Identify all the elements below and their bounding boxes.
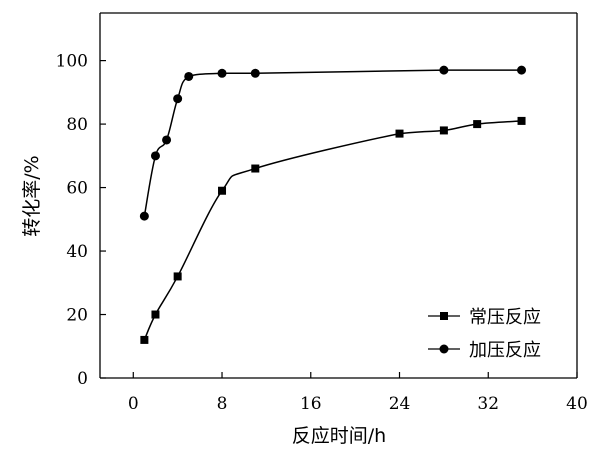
series-0-point-5 [395, 129, 404, 138]
x-tick-label-2: 16 [300, 394, 322, 414]
series-1-point-6 [250, 68, 260, 78]
y-tick-label-4: 80 [66, 115, 88, 135]
series-layer [139, 65, 527, 344]
x-tick-label-0: 0 [128, 394, 139, 414]
series-0-point-0 [140, 335, 149, 344]
x-ticks: 0 8 16 24 32 40 [128, 372, 588, 414]
x-tick-label-3: 24 [389, 394, 411, 414]
x-axis-label: 反应时间/h [292, 425, 386, 447]
legend-marker-0 [440, 312, 448, 320]
series-1-point-1 [150, 151, 160, 161]
y-tick-label-1: 20 [66, 306, 88, 326]
y-tick-label-3: 60 [66, 179, 88, 199]
plot-frame [99, 12, 578, 379]
x-tick-label-5: 40 [566, 394, 588, 414]
legend-item-0: 常压反应 [428, 307, 541, 328]
series-0-point-2 [173, 272, 182, 281]
series-0-point-4 [251, 164, 260, 173]
series-1-point-0 [139, 211, 149, 221]
legend-marker-1 [439, 344, 449, 354]
series-0-point-1 [151, 310, 160, 319]
y-tick-label-2: 40 [66, 242, 88, 262]
series-1-point-7 [439, 65, 449, 75]
series-0-point-3 [218, 186, 227, 195]
series-0 [140, 116, 526, 344]
legend-item-1: 加压反应 [428, 340, 541, 361]
y-tick-label-5: 100 [56, 52, 88, 72]
series-1-point-5 [217, 68, 227, 78]
series-1-point-3 [173, 94, 183, 104]
series-1-line [143, 69, 522, 217]
y-axis-label: 转化率/% [21, 155, 43, 236]
y-ticks: 0 20 40 60 80 100 [56, 52, 106, 389]
legend-label-1: 加压反应 [469, 340, 541, 361]
legend-label-0: 常压反应 [469, 307, 541, 328]
series-0-line [143, 120, 522, 341]
series-1-point-2 [162, 135, 172, 145]
series-0-point-6 [439, 126, 448, 135]
x-tick-label-4: 32 [477, 394, 499, 414]
series-1-point-8 [517, 65, 527, 75]
y-tick-label-0: 0 [77, 369, 88, 389]
legend: 常压反应 加压反应 [428, 307, 541, 361]
series-0-point-7 [473, 120, 482, 129]
series-0-point-8 [517, 116, 526, 125]
x-tick-label-1: 8 [217, 394, 228, 414]
series-1-point-4 [184, 71, 194, 81]
series-1 [139, 65, 527, 221]
